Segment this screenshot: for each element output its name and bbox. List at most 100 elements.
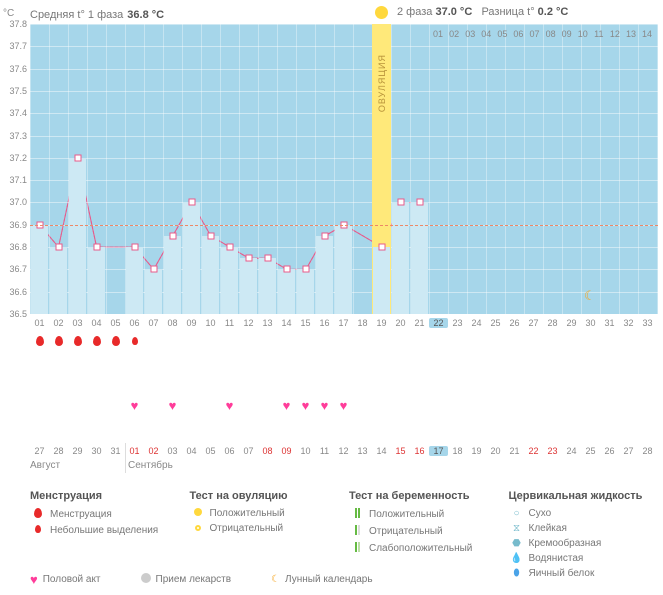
menstruation-day[interactable] — [68, 336, 87, 349]
x-tick[interactable]: 20 — [391, 318, 410, 328]
calendar-day[interactable]: 22 — [524, 446, 543, 456]
x-tick[interactable]: 01 — [30, 318, 49, 328]
intercourse-day[interactable]: ♥ — [315, 398, 334, 413]
temp-point[interactable] — [416, 199, 423, 206]
x-tick[interactable]: 26 — [505, 318, 524, 328]
x-tick[interactable]: 09 — [182, 318, 201, 328]
intercourse-day[interactable]: ♥ — [277, 398, 296, 413]
x-tick[interactable]: 10 — [201, 318, 220, 328]
temp-point[interactable] — [264, 255, 271, 262]
temp-point[interactable] — [378, 244, 385, 251]
calendar-day[interactable]: 03 — [163, 446, 182, 456]
intercourse-day[interactable] — [182, 398, 201, 413]
x-tick[interactable]: 31 — [600, 318, 619, 328]
x-tick[interactable]: 21 — [410, 318, 429, 328]
calendar-day[interactable]: 02 — [144, 446, 163, 456]
calendar-day[interactable]: 26 — [600, 446, 619, 456]
x-tick[interactable]: 07 — [144, 318, 163, 328]
intercourse-day[interactable]: ♥ — [163, 398, 182, 413]
menstruation-day[interactable] — [49, 336, 68, 349]
calendar-day[interactable]: 05 — [201, 446, 220, 456]
calendar-day[interactable]: 04 — [182, 446, 201, 456]
calendar-day[interactable]: 11 — [315, 446, 334, 456]
x-tick[interactable]: 04 — [87, 318, 106, 328]
x-tick[interactable]: 11 — [220, 318, 239, 328]
calendar-day[interactable]: 27 — [30, 446, 49, 456]
temp-point[interactable] — [74, 154, 81, 161]
intercourse-day[interactable] — [201, 398, 220, 413]
calendar-day[interactable]: 15 — [391, 446, 410, 456]
temp-point[interactable] — [226, 244, 233, 251]
calendar-day[interactable]: 21 — [505, 446, 524, 456]
calendar-day[interactable]: 14 — [372, 446, 391, 456]
calendar-day[interactable]: 06 — [220, 446, 239, 456]
calendar-day[interactable]: 17 — [429, 446, 448, 456]
calendar-day[interactable]: 18 — [448, 446, 467, 456]
x-tick[interactable]: 29 — [562, 318, 581, 328]
x-tick[interactable]: 12 — [239, 318, 258, 328]
intercourse-day[interactable] — [87, 398, 106, 413]
menstruation-day[interactable] — [30, 336, 49, 349]
calendar-day[interactable]: 13 — [353, 446, 372, 456]
calendar-day[interactable]: 23 — [543, 446, 562, 456]
calendar-day[interactable]: 07 — [239, 446, 258, 456]
x-tick[interactable]: 03 — [68, 318, 87, 328]
intercourse-day[interactable]: ♥ — [334, 398, 353, 413]
x-tick[interactable]: 27 — [524, 318, 543, 328]
x-tick[interactable]: 19 — [372, 318, 391, 328]
temp-point[interactable] — [245, 255, 252, 262]
x-tick[interactable]: 32 — [619, 318, 638, 328]
intercourse-day[interactable] — [30, 398, 49, 413]
intercourse-day[interactable] — [144, 398, 163, 413]
x-tick[interactable]: 22 — [429, 318, 448, 328]
temp-point[interactable] — [131, 244, 138, 251]
x-tick[interactable]: 24 — [467, 318, 486, 328]
temp-point[interactable] — [93, 244, 100, 251]
x-tick[interactable]: 05 — [106, 318, 125, 328]
temp-point[interactable] — [321, 232, 328, 239]
x-tick[interactable]: 17 — [334, 318, 353, 328]
temp-point[interactable] — [283, 266, 290, 273]
x-tick[interactable]: 14 — [277, 318, 296, 328]
intercourse-day[interactable] — [239, 398, 258, 413]
temp-point[interactable] — [55, 244, 62, 251]
calendar-day[interactable]: 24 — [562, 446, 581, 456]
temp-point[interactable] — [150, 266, 157, 273]
calendar-day[interactable]: 16 — [410, 446, 429, 456]
temp-point[interactable] — [302, 266, 309, 273]
x-tick[interactable]: 16 — [315, 318, 334, 328]
calendar-day[interactable]: 27 — [619, 446, 638, 456]
x-tick[interactable]: 28 — [543, 318, 562, 328]
calendar-day[interactable]: 19 — [467, 446, 486, 456]
intercourse-day[interactable] — [258, 398, 277, 413]
menstruation-day[interactable] — [125, 336, 144, 349]
calendar-day[interactable]: 29 — [68, 446, 87, 456]
temp-point[interactable] — [188, 199, 195, 206]
calendar-day[interactable]: 10 — [296, 446, 315, 456]
x-tick[interactable]: 06 — [125, 318, 144, 328]
x-tick[interactable]: 30 — [581, 318, 600, 328]
menstruation-day[interactable] — [106, 336, 125, 349]
x-tick[interactable]: 02 — [49, 318, 68, 328]
x-tick[interactable]: 23 — [448, 318, 467, 328]
x-tick[interactable]: 15 — [296, 318, 315, 328]
x-tick[interactable]: 08 — [163, 318, 182, 328]
intercourse-day[interactable]: ♥ — [220, 398, 239, 413]
calendar-day[interactable]: 01 — [125, 446, 144, 456]
calendar-day[interactable]: 31 — [106, 446, 125, 456]
intercourse-day[interactable]: ♥ — [296, 398, 315, 413]
temp-point[interactable] — [169, 232, 176, 239]
calendar-day[interactable]: 20 — [486, 446, 505, 456]
x-tick[interactable]: 13 — [258, 318, 277, 328]
intercourse-day[interactable] — [106, 398, 125, 413]
temp-point[interactable] — [397, 199, 404, 206]
intercourse-day[interactable]: ♥ — [125, 398, 144, 413]
calendar-day[interactable]: 25 — [581, 446, 600, 456]
calendar-day[interactable]: 09 — [277, 446, 296, 456]
intercourse-day[interactable] — [49, 398, 68, 413]
calendar-day[interactable]: 08 — [258, 446, 277, 456]
calendar-day[interactable]: 30 — [87, 446, 106, 456]
x-tick[interactable]: 33 — [638, 318, 657, 328]
x-tick[interactable]: 25 — [486, 318, 505, 328]
x-tick[interactable]: 18 — [353, 318, 372, 328]
